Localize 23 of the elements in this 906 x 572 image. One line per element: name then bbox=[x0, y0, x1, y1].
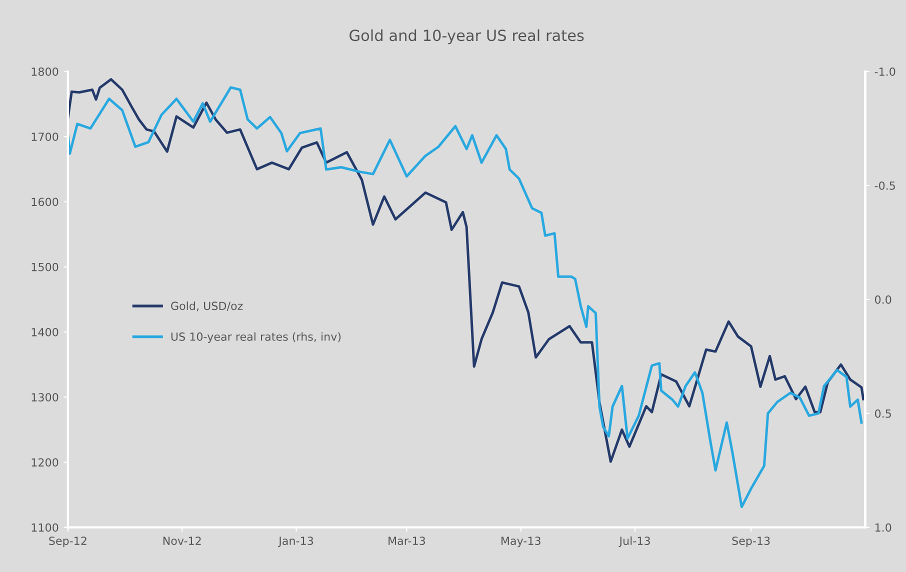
y-tick-label: 1200 bbox=[32, 458, 58, 467]
y2-tick-label: 0.0 bbox=[874, 295, 892, 304]
x-tick-label: Sep-13 bbox=[732, 536, 770, 548]
y2-tick-label: 1.0 bbox=[875, 523, 892, 532]
y2-tick-label: -0.5 bbox=[874, 181, 895, 190]
y-tick-label: 1600 bbox=[32, 198, 58, 206]
y-tick-label: 1500 bbox=[32, 262, 58, 272]
y-tick-label: 1800 bbox=[32, 67, 58, 76]
x-tick-label: May-13 bbox=[501, 536, 540, 548]
y2-tick-label: 0.5 bbox=[874, 409, 891, 418]
chart-title: Gold and 10-year US real rates bbox=[350, 29, 584, 44]
x-tick-label: Mar-13 bbox=[388, 536, 426, 546]
legend-label: Gold, USD/oz bbox=[171, 301, 243, 312]
legend-label: US 10-year real rates (rhs, inv) bbox=[171, 332, 341, 343]
x-tick-label: Jul-13 bbox=[618, 536, 650, 548]
y-tick-label: 1100 bbox=[32, 523, 58, 532]
y-tick-label: 1400 bbox=[32, 328, 58, 336]
x-tick-label: Nov-12 bbox=[163, 536, 201, 546]
y2-tick-label: -1.0 bbox=[874, 67, 896, 76]
y-tick-label: 1700 bbox=[32, 132, 58, 142]
x-tick-label: Jan-13 bbox=[278, 536, 314, 548]
y-tick-label: 1300 bbox=[32, 393, 58, 402]
x-tick-label: Sep-12 bbox=[49, 536, 86, 548]
